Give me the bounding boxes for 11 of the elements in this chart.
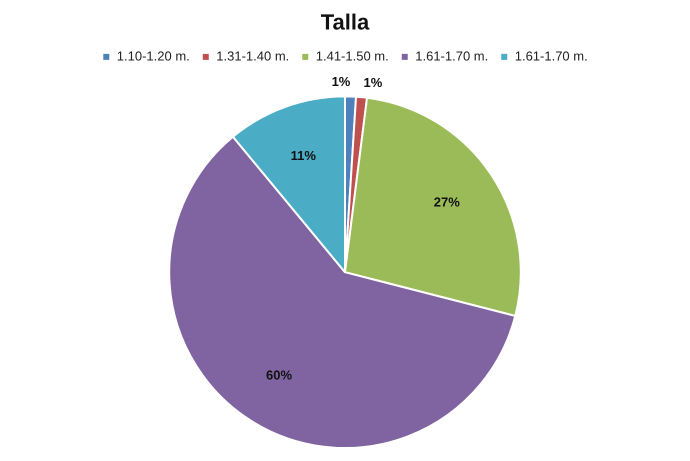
data-label: 1% bbox=[363, 74, 383, 90]
data-label: 27% bbox=[434, 194, 460, 210]
chart-title: Talla bbox=[320, 9, 370, 34]
data-label: 11% bbox=[290, 148, 316, 163]
data-label: 1% bbox=[332, 74, 351, 90]
legend-label: 1.41-1.50 m. bbox=[316, 48, 389, 64]
legend-label: 1.61-1.70 m. bbox=[514, 48, 588, 64]
data-label: 60% bbox=[266, 368, 293, 383]
legend-label: 1.10-1.20 m. bbox=[116, 48, 190, 64]
legend-label: 1.31-1.40 m. bbox=[216, 48, 290, 64]
legend-label: 1.61-1.70 m. bbox=[415, 48, 488, 64]
